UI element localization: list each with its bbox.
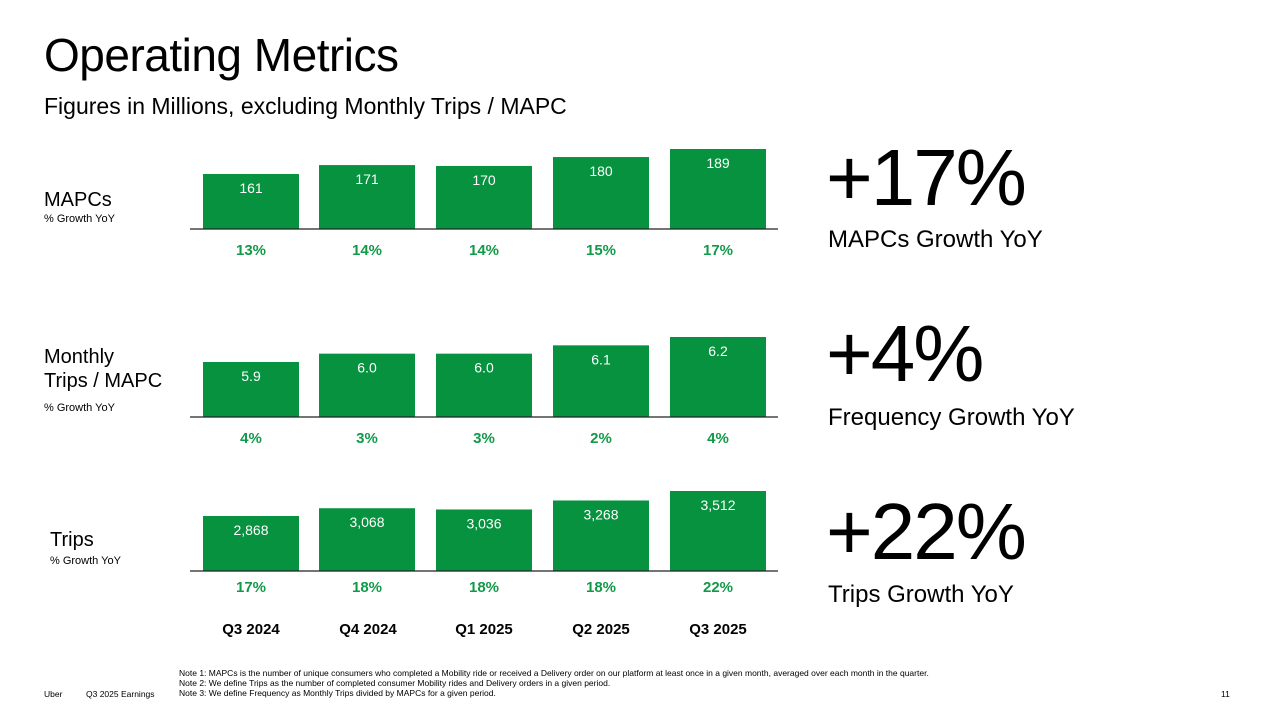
bar <box>436 509 532 571</box>
growth-label: 18% <box>469 579 499 596</box>
footnotes: Note 1: MAPCs is the number of unique co… <box>179 668 929 698</box>
bar-value-label: 3,036 <box>466 515 501 531</box>
mapcs-growth-headline: +17% <box>826 133 1027 222</box>
bar <box>553 345 649 417</box>
bar <box>319 353 415 417</box>
bar-value-label: 3,068 <box>349 514 384 530</box>
mapcs-label: MAPCs <box>44 189 112 211</box>
growth-label: 15% <box>586 242 616 259</box>
growth-label: 4% <box>707 430 729 447</box>
growth-label: 14% <box>352 242 382 259</box>
category-label: Q3 2025 <box>689 621 747 638</box>
mapcs-growth-caption: MAPCs Growth YoY <box>828 226 1043 253</box>
monthly-trips-label-line2: Trips / MAPC <box>44 370 163 392</box>
bar <box>203 362 299 417</box>
trips-bar-chart: 2,868 17% 3,068 18% 3,036 18% 3,268 18% 3,512 22% <box>190 491 778 596</box>
bar-value-label: 6.2 <box>708 343 728 359</box>
category-label: Q2 2025 <box>572 621 630 638</box>
trips-growth-headline: +22% <box>826 487 1027 576</box>
bar-value-label: 6.0 <box>474 360 494 376</box>
monthly-trips-growth-sublabel: % Growth YoY <box>44 402 115 414</box>
bar <box>436 353 532 417</box>
bar <box>553 500 649 571</box>
footer-report: Q3 2025 Earnings <box>86 689 155 699</box>
footnote-2: Note 2: We define Trips as the number of… <box>179 678 611 688</box>
category-label: Q1 2025 <box>455 621 513 638</box>
growth-label: 17% <box>236 579 266 596</box>
bar-value-label: 171 <box>355 171 379 187</box>
trips-growth-caption: Trips Growth YoY <box>828 581 1014 608</box>
frequency-growth-caption: Frequency Growth YoY <box>828 404 1075 431</box>
growth-label: 13% <box>236 242 266 259</box>
monthly-trips-label-line1: Monthly <box>44 346 115 368</box>
category-label: Q3 2024 <box>222 621 280 638</box>
bar-value-label: 180 <box>589 163 613 179</box>
page-number: 11 <box>1221 689 1230 699</box>
bar-value-label: 6.1 <box>591 351 611 367</box>
footnote-3: Note 3: We define Frequency as Monthly T… <box>179 688 496 698</box>
growth-label: 14% <box>469 242 499 259</box>
bar <box>319 165 415 229</box>
bar-value-label: 6.0 <box>357 360 377 376</box>
page-subtitle: Figures in Millions, excluding Monthly T… <box>44 93 567 119</box>
bar-value-label: 189 <box>706 155 730 171</box>
mapcs-growth-sublabel: % Growth YoY <box>44 213 115 225</box>
footer-brand: Uber <box>44 689 63 699</box>
bar <box>203 516 299 571</box>
growth-label: 3% <box>356 430 378 447</box>
bar <box>553 157 649 229</box>
bar <box>319 508 415 571</box>
bar <box>670 337 766 417</box>
frequency-growth-headline: +4% <box>826 309 984 398</box>
monthly-trips-bar-chart: 5.9 4% 6.0 3% 6.0 3% 6.1 2% 6.2 4% <box>190 337 778 447</box>
growth-label: 18% <box>586 579 616 596</box>
bar <box>436 165 532 229</box>
bar <box>203 174 299 229</box>
growth-label: 22% <box>703 579 733 596</box>
bar-value-label: 2,868 <box>233 522 268 538</box>
bar <box>670 149 766 229</box>
trips-label: Trips <box>50 529 94 551</box>
bar <box>670 491 766 571</box>
bar-value-label: 3,512 <box>700 497 735 513</box>
bar-value-label: 170 <box>472 172 496 188</box>
growth-label: 18% <box>352 579 382 596</box>
growth-label: 3% <box>473 430 495 447</box>
trips-growth-sublabel: % Growth YoY <box>50 555 121 567</box>
growth-label: 4% <box>240 430 262 447</box>
bar-value-label: 3,268 <box>583 506 618 522</box>
page-title: Operating Metrics <box>44 29 399 81</box>
bar-value-label: 5.9 <box>241 368 261 384</box>
growth-label: 2% <box>590 430 612 447</box>
mapcs-bar-chart: 161 13% 171 14% 170 14% 180 15% 189 17% <box>190 149 778 259</box>
bar-value-label: 161 <box>239 180 263 196</box>
category-label: Q4 2024 <box>339 621 397 638</box>
footnote-1: Note 1: MAPCs is the number of unique co… <box>179 668 929 678</box>
growth-label: 17% <box>703 242 733 259</box>
